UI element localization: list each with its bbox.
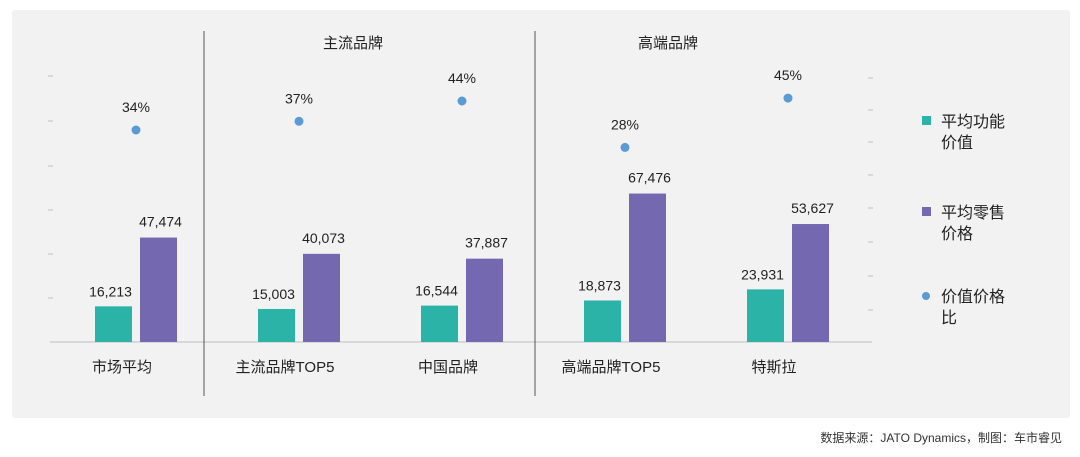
group-label: 主流品牌 bbox=[323, 35, 383, 52]
bar-retail-price bbox=[140, 237, 177, 342]
ratio-label: 45% bbox=[774, 67, 802, 83]
category-label: 市场平均 bbox=[92, 359, 152, 376]
ratio-label: 28% bbox=[611, 116, 639, 132]
data-label: 37,887 bbox=[465, 235, 508, 251]
legend-label: 比 bbox=[941, 309, 957, 327]
legend-label: 平均功能 bbox=[941, 113, 1005, 131]
ratio-dot bbox=[131, 125, 141, 135]
group-label: 高端品牌 bbox=[638, 35, 698, 52]
ratio-dot bbox=[783, 93, 793, 103]
data-label: 16,213 bbox=[89, 283, 132, 299]
bar-retail-price bbox=[303, 253, 340, 342]
data-label: 15,003 bbox=[252, 286, 295, 302]
legend-label: 价值价格 bbox=[941, 288, 1005, 306]
ratio-dot bbox=[620, 142, 630, 152]
chart-panel bbox=[12, 10, 1070, 418]
source-note: 数据来源：JATO Dynamics，制图：车市睿见 bbox=[820, 431, 1062, 445]
data-label: 47,474 bbox=[139, 214, 182, 230]
legend-label: 价格 bbox=[941, 225, 973, 243]
legend-dot bbox=[922, 292, 930, 300]
category-label: 高端品牌TOP5 bbox=[562, 359, 661, 376]
category-label: 主流品牌TOP5 bbox=[236, 359, 335, 376]
bar-retail-price bbox=[466, 258, 503, 342]
data-label: 53,627 bbox=[791, 200, 834, 216]
data-label: 23,931 bbox=[741, 266, 784, 282]
ratio-dot bbox=[294, 116, 304, 126]
data-label: 40,073 bbox=[302, 230, 345, 246]
category-label: 中国品牌 bbox=[418, 359, 478, 376]
category-label: 特斯拉 bbox=[751, 359, 796, 376]
ratio-dot bbox=[457, 96, 467, 106]
bar-functional-value bbox=[95, 306, 132, 342]
legend-swatch bbox=[922, 116, 931, 125]
bar-functional-value bbox=[747, 289, 784, 342]
legend-label: 平均零售 bbox=[941, 204, 1005, 222]
ratio-label: 37% bbox=[285, 90, 313, 106]
data-label: 67,476 bbox=[628, 170, 671, 186]
bar-functional-value bbox=[584, 300, 621, 342]
bar-functional-value bbox=[421, 305, 458, 342]
bar-retail-price bbox=[629, 193, 666, 342]
legend-label: 价值 bbox=[941, 134, 973, 152]
bar-retail-price bbox=[792, 224, 829, 342]
data-label: 16,544 bbox=[415, 283, 458, 299]
ratio-label: 44% bbox=[448, 70, 476, 86]
data-label: 18,873 bbox=[578, 277, 621, 293]
legend-swatch bbox=[922, 207, 931, 216]
ratio-label: 34% bbox=[122, 99, 150, 115]
bar-functional-value bbox=[258, 308, 295, 342]
